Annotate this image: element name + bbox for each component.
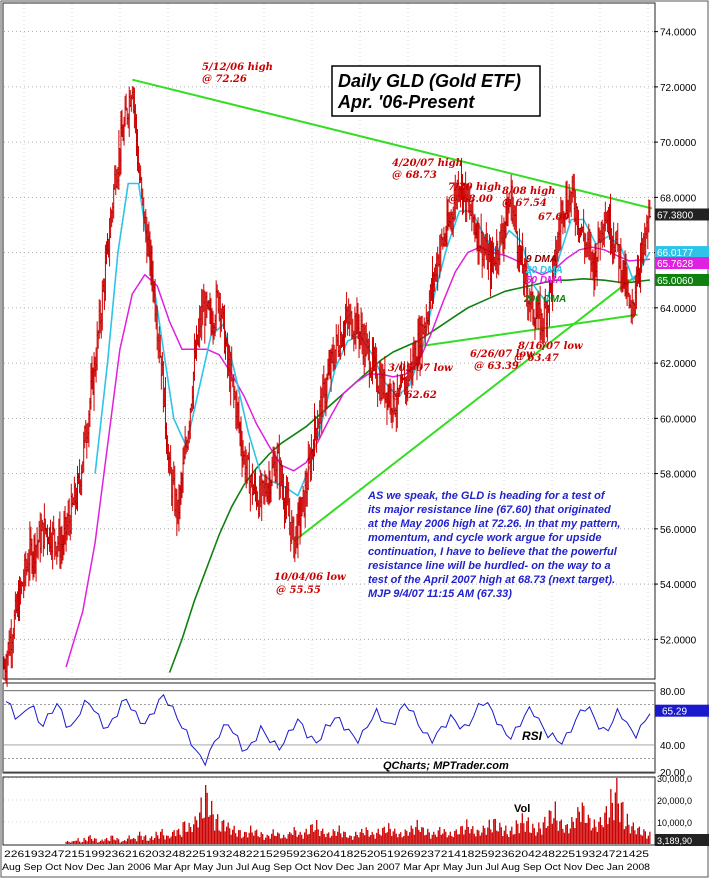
rsi-current-value: 65.29 [662,707,687,718]
price-tag-2: 65.7628 [657,259,694,270]
price-tag-bg [655,246,709,259]
annotation-aug-high: 8/08 high [502,186,555,197]
annotation-may-high-value: @ 72.26 [202,74,247,85]
trendline-1 [293,273,639,543]
price-series [3,86,652,687]
commentary-line-5: resistance line will be hurdled- on the … [368,560,611,572]
volume-panel [2,776,656,846]
annotation-aug-low-value: @ 63.47 [514,353,559,364]
volume-tick-label: 10,000,0 [657,818,692,828]
annotation-resistance: 67.60 [538,212,569,223]
rsi-line [5,693,651,767]
rsi-label: RSI [522,729,543,743]
commentary-line-1: its major resistance line (67.60) that o… [368,504,611,516]
x-axis-months: Aug Sep Oct Nov Dec Jan 2006 Mar Apr May… [2,862,650,872]
label-50dma: 50 DMA [526,275,563,286]
label-9dma: 9 DMA [526,254,557,265]
price-tag-0: 67.3800 [657,210,694,221]
y-tick-label: 58.0000 [660,470,697,481]
annotations: 5/12/06 high @ 72.26 4/20/07 high @ 68.7… [202,62,583,596]
price-tag-bg [655,273,709,286]
volume-panel-content: 30,000,0 20,000,0 10,000,0 3,189,90 [4,774,709,846]
annotation-oct-low: 10/04/06 low [274,572,346,583]
rsi-tick-label: 80.00 [660,687,685,698]
price-tag-bg [655,257,709,270]
annotation-jul-high: 7/20 high [448,182,501,193]
trendlines [132,78,653,543]
annotation-mar-low-value: @ 62.62 [392,390,437,401]
annotation-jul-high-value: @ 68.00 [448,194,493,205]
commentary-line-0: AS we speak, the GLD is heading for a te… [367,490,606,502]
annotation-may-high: 5/12/06 high [202,62,273,73]
trendline-2 [417,313,638,348]
y-tick-label: 74.0000 [660,28,697,39]
y-tick-label: 70.0000 [660,138,697,149]
ma-labels: 9 DMA 20 DMA 50 DMA 200 DMA [523,254,566,305]
price-tag-1: 66.0177 [657,248,694,259]
chart-title: Daily GLD (Gold ETF) [338,71,521,91]
commentary-line-7: MJP 9/4/07 11:15 AM (67.33) [368,588,512,600]
commentary-line-2: at the May 2006 high at 72.26. In that m… [368,518,620,530]
y-tick-label: 62.0000 [660,359,697,370]
annotation-oct-low-value: @ 55.55 [276,585,321,596]
commentary: AS we speak, the GLD is heading for a te… [367,490,620,600]
annotation-apr-high-value: @ 68.73 [392,170,437,181]
annotation-aug-high-value: @ 67.54 [502,198,547,209]
rsi-current-bg [655,704,709,717]
watermark: QCharts; MPTrader.com [383,760,509,772]
price-tag-bg [655,208,709,221]
rsi-panel-content: 80.00 40.00 20.00 65.29 [4,687,709,779]
date-axis: 2261932472151992362162032482251932482215… [2,849,650,872]
label-20dma: 20 DMA [525,265,563,276]
volume-current-value: 3,189,90 [657,836,692,846]
volume-current-bg [655,834,709,846]
y-tick-label: 64.0000 [660,304,697,315]
dma200-line [168,277,650,673]
annotation-jun-low-value: @ 63.39 [474,361,519,372]
volume-tick-label: 20,000,0 [657,796,692,806]
annotation-aug-low: 8/16/07 low [518,341,583,352]
label-200dma: 200 DMA [523,294,566,305]
y-tick-label: 60.0000 [660,414,697,425]
price-panel [2,2,656,680]
commentary-line-4: continuation, I have to believe that the… [368,546,618,558]
rsi-panel [2,682,656,774]
trendline-0 [132,78,653,210]
title-box: Daily GLD (Gold ETF) Apr. '06-Present [331,65,541,117]
rsi-tick-label: 20.00 [660,768,685,779]
chart-subtitle: Apr. '06-Present [337,92,475,112]
volume-tick-label: 30,000,0 [657,774,692,784]
y-tick-label: 54.0000 [660,580,697,591]
rsi-tick-label: 40.00 [660,741,685,752]
commentary-line-3: momentum, and cycle work argue for upsid… [368,532,602,544]
dma50-line [65,246,650,668]
annotation-apr-high: 4/20/07 high [392,158,463,169]
x-axis-days: 2261932472151992362162032482251932482215… [4,849,649,859]
price-tag-3: 65.0060 [657,276,694,287]
y-tick-label: 56.0000 [660,525,697,536]
annotation-mar-low: 3/05/07 low [388,363,453,374]
commentary-line-6: test of the April 2007 high at 68.73 (ne… [368,574,615,586]
y-tick-label: 68.0000 [660,193,697,204]
volume-label: Vol [514,803,530,815]
y-tick-label: 52.0000 [660,635,697,646]
annotation-jun-low: 6/26/07 low [470,349,535,360]
y-tick-label: 72.0000 [660,83,697,94]
